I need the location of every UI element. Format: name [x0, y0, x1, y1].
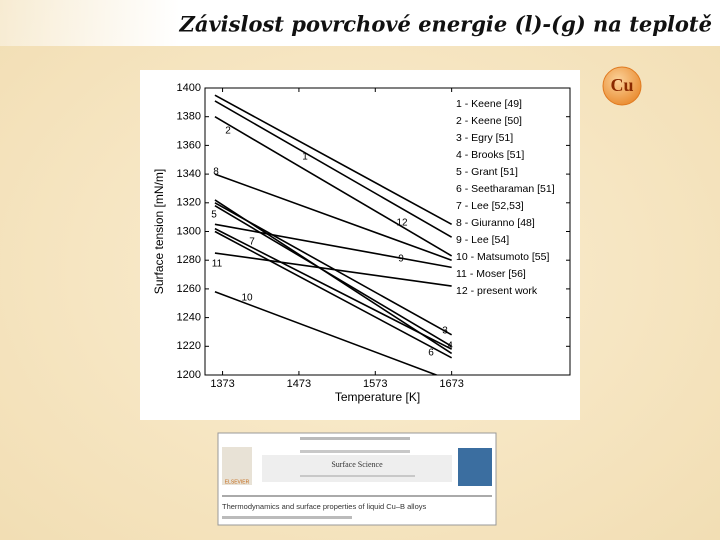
line-tag: 1 [302, 152, 308, 163]
series-line [214, 94, 453, 226]
line-tag: 12 [396, 218, 408, 229]
y-tick-label: 1320 [177, 197, 201, 209]
x-tick-label: 1373 [210, 378, 234, 390]
legend-label: 9 - Lee [54] [456, 234, 509, 246]
y-tick-label: 1360 [177, 139, 201, 151]
legend-label: 6 - Seetharaman [51] [456, 183, 555, 195]
series-line [214, 291, 439, 375]
line-tag: 8 [213, 167, 219, 178]
legend-label: 7 - Lee [52,53] [456, 200, 524, 212]
badge [602, 66, 642, 106]
x-tick-label: 1573 [363, 378, 387, 390]
legend-label: 10 - Matsumoto [55] [456, 251, 549, 263]
plot: 1200 1220 1240 1260 1280 1300 1320 1340 1360 1380… [152, 82, 570, 404]
line-tag: 10 [241, 293, 253, 304]
series-group [214, 94, 453, 375]
legend-label: 5 - Grant [51] [456, 166, 518, 178]
legend-label: 2 - Keene [50] [456, 115, 522, 127]
article-title: Thermodynamics and surface properties of… [222, 502, 427, 511]
y-tick-label: 1260 [177, 283, 201, 295]
line-tag: 7 [249, 237, 255, 248]
x-tick-label: 1473 [287, 378, 311, 390]
publisher: ELSEVIER [225, 479, 250, 485]
y-tick-label: 1300 [177, 225, 201, 237]
badge-label: Cu [610, 75, 633, 95]
header-line [300, 437, 410, 440]
legend-label: 12 - present work [456, 285, 538, 297]
journal-box [262, 455, 452, 482]
line-tag: 2 [225, 126, 231, 137]
y-axis-label: Surface tension [mN/m] [152, 169, 166, 294]
legend-label: 8 - Giuranno [48] [456, 217, 535, 229]
line-tag: 11 [212, 259, 223, 270]
legend-label: 4 - Brooks [51] [456, 149, 524, 161]
series-line [214, 223, 452, 269]
y-tick-label: 1280 [177, 254, 201, 266]
series-line [214, 227, 453, 350]
slide-title: Závislost povrchové energie (l)-(g) na t… [179, 12, 712, 37]
y-tick-label: 1400 [177, 82, 201, 94]
line-tag: 6 [428, 348, 434, 359]
chart-panel [140, 70, 580, 420]
y-tick-label: 1340 [177, 168, 201, 180]
line-tag: 4 [447, 341, 453, 352]
series-line [214, 116, 453, 257]
series-line [214, 100, 453, 238]
y-tick-label: 1200 [177, 369, 201, 381]
x-tick-label: 1673 [439, 378, 463, 390]
y-tick-label: 1380 [177, 111, 201, 123]
line-tag: 5 [211, 210, 217, 221]
header-line [300, 450, 410, 453]
y-tick-label: 1220 [177, 340, 201, 352]
title-bar [0, 0, 720, 46]
journal-cover [458, 448, 492, 486]
publisher-logo [222, 447, 252, 485]
legend-label: 1 - Keene [49] [456, 98, 522, 110]
y-tick-label: 1240 [177, 312, 201, 324]
x-axis-label: Temperature [K] [335, 390, 420, 404]
line-tag: 3 [442, 326, 448, 337]
authors-line [222, 516, 352, 519]
article-thumbnail: ELSEVIER Surface Science Thermodynamics … [217, 432, 497, 526]
series-line [214, 230, 453, 359]
legend-label: 11 - Moser [56] [456, 268, 526, 280]
line-tag: 9 [398, 254, 404, 265]
series-line [214, 252, 452, 287]
journal-line [300, 475, 415, 477]
journal: Surface Science [331, 460, 383, 469]
legend-label: 3 - Egry [51] [456, 132, 513, 144]
series-line [214, 173, 452, 261]
series-line [214, 199, 453, 355]
